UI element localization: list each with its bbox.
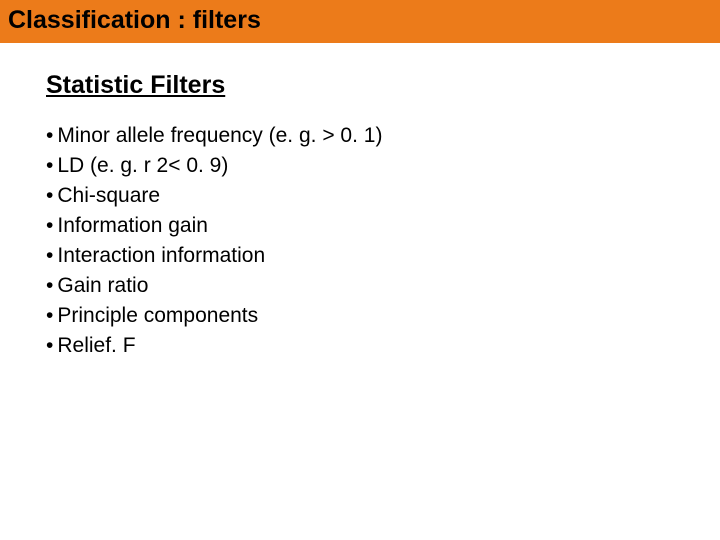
bullet-icon: • — [46, 272, 53, 300]
bullet-text: Relief. F — [57, 334, 135, 357]
list-item: •Chi-square — [46, 182, 720, 210]
bullet-text: Principle components — [57, 304, 258, 327]
bullet-icon: • — [46, 332, 53, 360]
content-area: Statistic Filters •Minor allele frequenc… — [0, 43, 720, 360]
list-item: •Principle components — [46, 302, 720, 330]
list-item: •Information gain — [46, 212, 720, 240]
slide-title: Classification : filters — [8, 6, 712, 35]
bullet-icon: • — [46, 152, 53, 180]
bullet-icon: • — [46, 122, 53, 150]
bullet-text: Information gain — [57, 214, 208, 237]
bullet-list: •Minor allele frequency (e. g. > 0. 1) •… — [46, 122, 720, 360]
list-item: •Minor allele frequency (e. g. > 0. 1) — [46, 122, 720, 150]
bullet-text: Chi-square — [57, 184, 160, 207]
slide: { "title_bar": { "text": "Classification… — [0, 0, 720, 540]
list-item: •Gain ratio — [46, 272, 720, 300]
list-item: •Relief. F — [46, 332, 720, 360]
list-item: •LD (e. g. r 2< 0. 9) — [46, 152, 720, 180]
bullet-icon: • — [46, 212, 53, 240]
title-bar: Classification : filters — [0, 0, 720, 43]
bullet-text: Interaction information — [57, 244, 265, 267]
bullet-text: LD (e. g. r 2< 0. 9) — [57, 154, 228, 177]
bullet-icon: • — [46, 242, 53, 270]
list-item: •Interaction information — [46, 242, 720, 270]
bullet-icon: • — [46, 182, 53, 210]
bullet-icon: • — [46, 302, 53, 330]
bullet-text: Minor allele frequency (e. g. > 0. 1) — [57, 124, 382, 147]
bullet-text: Gain ratio — [57, 274, 148, 297]
section-heading: Statistic Filters — [46, 71, 720, 100]
